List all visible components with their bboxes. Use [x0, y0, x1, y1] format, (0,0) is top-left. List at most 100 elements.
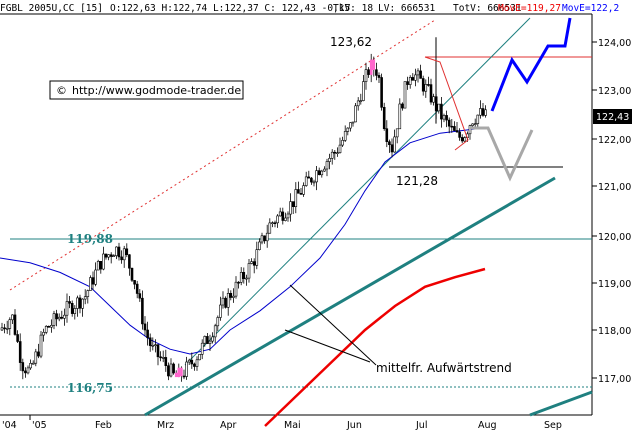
candle-body [429, 84, 433, 103]
candle-body [130, 267, 134, 281]
candle-body [258, 241, 261, 250]
candle-body [479, 108, 482, 116]
candle-body [107, 254, 110, 258]
y-tick-label: 118,00 [598, 326, 631, 337]
candle-body [372, 59, 376, 71]
candle-body [52, 313, 56, 326]
candle-body [242, 271, 246, 279]
x-tick-label: Mai [284, 420, 301, 431]
y-tick-label: 117,00 [598, 374, 631, 385]
candle-body [133, 280, 136, 285]
candle-body [273, 222, 277, 224]
candle-body [427, 84, 430, 86]
candle-body [161, 357, 165, 359]
candle-body [226, 292, 230, 308]
x-tick-label: Feb [95, 420, 112, 431]
candle-body [221, 297, 225, 306]
trend-line-lower [529, 390, 593, 417]
candle-body [78, 297, 82, 309]
trend-annotation-label: mittelfr. Aufwärtstrend [376, 361, 512, 375]
triangle-pattern [424, 56, 469, 151]
candle-body [471, 123, 474, 126]
candle-body [388, 141, 391, 145]
candle-body [182, 375, 186, 378]
price-marker-box [593, 109, 632, 124]
candle-body [484, 109, 487, 116]
candle-body [312, 181, 316, 184]
candle-body [47, 325, 51, 328]
candle-body [393, 136, 396, 153]
candle-body [447, 119, 451, 127]
projection-bearish-path [470, 126, 534, 182]
candle-body [437, 103, 441, 112]
candle-body [252, 261, 256, 266]
candle-body [128, 254, 131, 269]
candle-body [125, 248, 129, 256]
candle-body [414, 74, 417, 81]
candle-body [416, 70, 420, 76]
candle-body [349, 122, 352, 129]
candle-body [291, 201, 295, 208]
candle-body [453, 126, 456, 131]
candle-body [76, 297, 79, 309]
candle-body [102, 253, 105, 270]
candle-body [481, 108, 485, 116]
candle-body [208, 340, 212, 344]
candle-body [187, 359, 191, 363]
candle-body [68, 301, 71, 304]
candle-body [73, 308, 77, 314]
candle-body [302, 185, 305, 195]
candle-body [164, 357, 168, 366]
candle-body [91, 277, 95, 285]
y-axis: 117,00 118,00 119,00 120,00 121,00 122,0… [592, 38, 631, 385]
candle-body [203, 336, 207, 344]
trend-line-main [144, 176, 556, 417]
candle-body [367, 69, 370, 75]
y-tick-label: 121,00 [598, 182, 631, 193]
candle-body [109, 254, 113, 257]
x-tick-label: Apr [220, 420, 237, 431]
candle-body [281, 211, 285, 221]
candle-body [37, 351, 40, 357]
candle-body [328, 158, 331, 162]
candle-body [57, 316, 61, 320]
candle-body [289, 201, 292, 215]
candle-body [60, 316, 64, 319]
candle-body [455, 130, 459, 133]
candle-body [263, 235, 266, 242]
candle-body [359, 100, 363, 102]
candle-body [317, 170, 321, 176]
candle-body [260, 235, 264, 243]
candle-body [167, 365, 170, 377]
candle-body [13, 314, 17, 335]
candle-body [11, 314, 14, 321]
candle-body [476, 114, 480, 124]
candle-body [99, 260, 103, 270]
candle-body [211, 336, 214, 342]
candle-body [323, 168, 326, 172]
candle-body [265, 232, 269, 242]
candle-body [120, 256, 123, 261]
candle-body [172, 363, 175, 374]
high-value-label: 123,62 [330, 35, 372, 49]
candle-body [156, 344, 160, 358]
candle-body [411, 77, 415, 81]
candle-body [398, 103, 402, 130]
candle-body [141, 297, 144, 325]
moving-average-red-line [264, 267, 486, 427]
candle-body [21, 362, 25, 372]
candle-body [346, 127, 350, 132]
candle-body [382, 107, 386, 130]
candle-body [206, 336, 209, 344]
x-tick-label: '04 [2, 420, 17, 431]
candle-body [369, 59, 373, 75]
candle-body [307, 176, 311, 179]
candle-body [408, 77, 412, 85]
candle-body [24, 370, 27, 374]
candle-body [395, 128, 399, 138]
candle-body [34, 351, 38, 364]
candle-body [268, 222, 272, 234]
candle-body [213, 325, 217, 338]
candle-body [299, 193, 303, 195]
watermark-url: http://www.godmode-trader.de [72, 84, 241, 97]
